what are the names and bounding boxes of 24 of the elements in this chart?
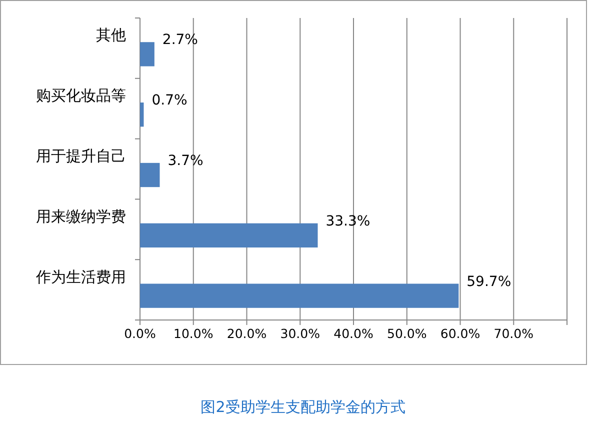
bar (140, 162, 160, 188)
x-tick-label: 70.0% (494, 326, 534, 341)
bar (140, 223, 318, 248)
bar (140, 42, 154, 66)
bar (140, 284, 459, 308)
x-tick-label: 50.0% (387, 326, 427, 341)
data-label: 0.7% (152, 92, 188, 109)
y-tick-label: 用来缴纳学费 (36, 207, 126, 226)
x-tick-label: 20.0% (226, 326, 267, 341)
x-tick-label: 60.0% (440, 326, 480, 341)
text: 图2受助学生支配助学金的方式 (200, 398, 406, 416)
x-tick-label: 0.0% (124, 326, 156, 341)
data-label: 33.3% (326, 213, 370, 230)
y-tick-label: 用于提升自己 (36, 147, 126, 165)
data-label: 3.7% (168, 153, 204, 169)
x-tick-label: 30.0% (280, 326, 320, 341)
x-tick-label: 40.0% (334, 326, 374, 341)
y-tick-label: 作为生活费用 (35, 268, 126, 286)
y-tick-label: 其他 (96, 26, 126, 44)
y-tick-label: 购买化妆品等 (36, 86, 126, 105)
bar (140, 102, 144, 127)
data-label: 2.7% (162, 32, 198, 48)
x-tick-label: 10.0% (174, 326, 214, 341)
data-label: 59.7% (466, 274, 512, 290)
